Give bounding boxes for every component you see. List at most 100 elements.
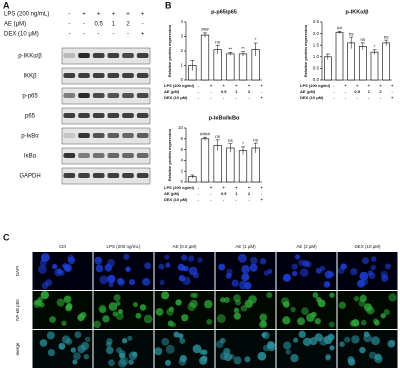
error-bar — [241, 51, 245, 57]
cell — [359, 294, 367, 303]
cell — [359, 271, 369, 281]
treatment-value: + — [391, 95, 394, 100]
treatment-value: + — [97, 12, 101, 18]
blot-band — [92, 53, 105, 58]
cell — [351, 319, 360, 327]
cell — [314, 333, 323, 342]
cell — [283, 341, 292, 350]
error-bar — [190, 174, 195, 179]
y-tick-label: 0.5 — [313, 66, 320, 71]
treatment-value: + — [210, 185, 213, 190]
significance: * — [374, 44, 376, 49]
significance: ## — [337, 25, 343, 30]
treatment-value: + — [356, 83, 359, 88]
treatment-value: + — [368, 83, 371, 88]
y-tick-label: 1 — [180, 63, 183, 68]
cell — [328, 321, 335, 328]
treatment-value: - — [368, 95, 370, 100]
cell — [249, 263, 258, 272]
treatment-value: 0.5 — [221, 89, 227, 94]
error-bar — [325, 53, 330, 60]
treatment-label: LPS (200 ng/ml) — [300, 83, 331, 88]
cell — [164, 254, 170, 260]
cell — [319, 265, 326, 272]
blot-band — [78, 173, 90, 178]
treatment-label: DEX (10 μM) — [164, 95, 188, 100]
cell — [40, 290, 50, 300]
y-tick-label: 0 — [180, 77, 183, 82]
treatment-value: - — [198, 83, 200, 88]
blot-band — [136, 93, 149, 98]
cell — [329, 345, 335, 351]
treatment-value: - — [210, 197, 212, 202]
treatment-value: - — [248, 95, 250, 100]
treatment-value: + — [222, 185, 225, 190]
cell — [383, 309, 390, 316]
cell — [218, 263, 226, 271]
cell — [388, 293, 397, 302]
treatment-label: AE (μM) — [164, 89, 180, 94]
cell — [371, 256, 377, 262]
cell — [374, 320, 380, 326]
y-axis-label: Relative protein expression — [303, 24, 308, 77]
cell — [112, 311, 118, 317]
cell — [363, 331, 370, 338]
cell — [93, 320, 101, 329]
treatment-value: - — [198, 191, 200, 196]
cell — [338, 301, 346, 309]
treatment-value: + — [260, 185, 263, 190]
treatment-value: + — [344, 83, 347, 88]
cell — [198, 356, 208, 365]
blot-band — [78, 153, 90, 158]
treatment-label: DEX (10 μM) — [164, 197, 188, 202]
treatment-value: 0.5 — [221, 191, 227, 196]
treatment-value: + — [248, 185, 251, 190]
error-bar — [241, 146, 245, 155]
cell — [171, 322, 177, 328]
cell — [233, 294, 241, 303]
blot-band — [136, 173, 149, 178]
cell — [290, 354, 299, 363]
bar — [213, 144, 222, 183]
cell — [165, 344, 175, 354]
treatment-value: - — [68, 12, 70, 18]
treatment-label: LPS (200 ng/mL) — [4, 12, 49, 18]
cell — [108, 359, 115, 367]
cell — [67, 257, 76, 265]
cell — [125, 266, 131, 272]
treatment-value: + — [391, 83, 394, 88]
cell — [329, 292, 335, 298]
treatment-value: - — [333, 95, 335, 100]
blot-label: p-IKKα/β — [18, 54, 42, 60]
cell — [37, 296, 44, 303]
blot-band — [92, 93, 105, 98]
cell — [158, 263, 165, 270]
bar — [359, 46, 367, 81]
blot-band — [63, 153, 76, 158]
panel-letter: A — [3, 0, 10, 10]
significance: ** — [241, 46, 245, 51]
error-bar — [360, 42, 365, 50]
cell — [206, 318, 213, 325]
treatment-value: 2 — [126, 22, 130, 28]
cell — [363, 303, 373, 312]
treatment-value: - — [198, 89, 200, 94]
cell — [39, 302, 45, 308]
cell — [161, 337, 170, 346]
cell — [201, 349, 208, 356]
blot-band — [122, 73, 134, 78]
chart-title: p-IκBα/IκBα — [209, 115, 240, 121]
treatment-value: 1 — [368, 89, 371, 94]
cell — [283, 274, 291, 282]
significance: ns — [349, 31, 355, 36]
cell — [267, 342, 276, 352]
cell — [374, 353, 382, 361]
cell — [142, 277, 151, 286]
cell — [233, 307, 240, 313]
cell — [188, 266, 198, 276]
cell — [261, 332, 267, 338]
cell — [105, 341, 112, 348]
column-label: AE (0.5 μM) — [172, 244, 197, 249]
blot-band — [136, 53, 149, 58]
blot-band — [63, 53, 76, 58]
